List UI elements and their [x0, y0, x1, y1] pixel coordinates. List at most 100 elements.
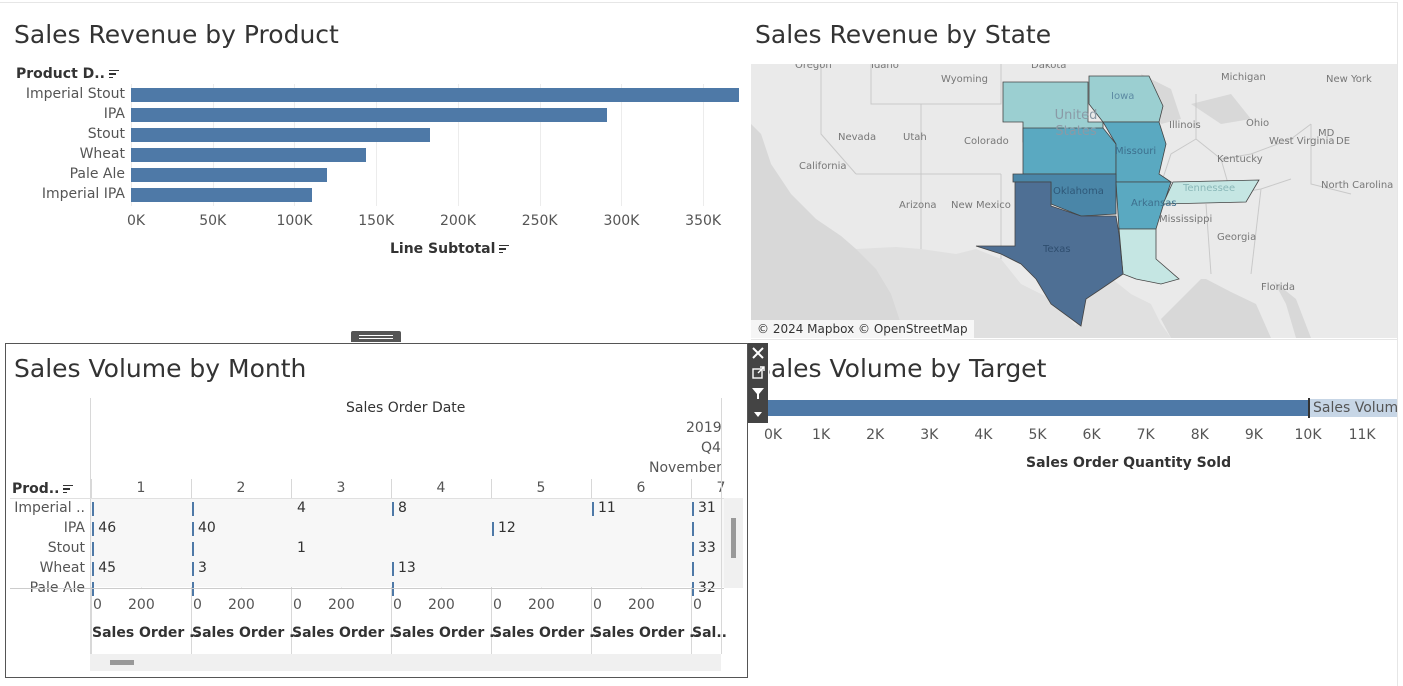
month-bar[interactable] — [92, 542, 94, 556]
month-bar[interactable] — [92, 502, 94, 516]
month-column-header: 5 — [536, 480, 546, 496]
map-label-nevada: Nevada — [838, 132, 877, 143]
bar[interactable] — [131, 168, 328, 182]
target-reference-line — [1308, 398, 1310, 418]
bar[interactable] — [131, 88, 740, 102]
right-separator — [721, 398, 722, 654]
close-icon[interactable] — [748, 343, 768, 363]
horizontal-scroll-thumb[interactable] — [110, 660, 134, 665]
product-plot-area: 0K 50K 100K 150K 200K 250K 300K 350K Imperial St… — [0, 0, 750, 240]
product-row-header[interactable]: Product D.. — [16, 66, 119, 82]
target-bar[interactable] — [767, 400, 1308, 416]
measure-label[interactable]: Sal.. — [692, 625, 727, 641]
measure-label[interactable]: Sales Order .. — [492, 625, 600, 641]
gridline — [457, 84, 459, 206]
month-bar[interactable] — [192, 582, 194, 596]
resize-handle[interactable] — [351, 331, 401, 342]
axis-tick-label: 0 — [393, 597, 402, 613]
month-bar-label: 45 — [98, 560, 117, 576]
product-row-label: IPA — [63, 520, 85, 536]
month-bar[interactable] — [692, 562, 694, 576]
horizontal-scrollbar[interactable] — [90, 654, 721, 671]
product-axis-title[interactable]: Line Subtotal — [390, 241, 510, 257]
filter-icon[interactable] — [748, 383, 768, 403]
month-row-header[interactable]: Prod.. — [12, 481, 74, 497]
month-bar-label: 13 — [398, 560, 416, 576]
month-bar[interactable] — [592, 502, 594, 516]
bar[interactable] — [131, 128, 431, 142]
month-bar[interactable] — [92, 562, 95, 576]
map-label-united-states: United States — [1054, 108, 1098, 139]
month-bar[interactable] — [692, 542, 694, 556]
measure-label[interactable]: Sales Order .. — [92, 625, 200, 641]
map-label-north-carolina: North Carolina — [1321, 180, 1394, 191]
x-tick-label: 350K — [685, 213, 722, 229]
month-bar[interactable] — [92, 582, 94, 596]
month-bar[interactable] — [392, 562, 394, 576]
month-chart-panel[interactable] — [5, 343, 748, 678]
month-bar-label: 4 — [297, 500, 306, 516]
month-column-header: 7 — [711, 480, 731, 496]
month-bar[interactable] — [192, 502, 194, 516]
month-bar[interactable] — [192, 562, 194, 576]
month-bar[interactable] — [92, 522, 95, 536]
measure-label[interactable]: Sales Order .. — [392, 625, 500, 641]
measure-label[interactable]: Sales Order .. — [592, 625, 700, 641]
x-tick-label: 8K — [1190, 427, 1209, 443]
sort-icon[interactable] — [63, 484, 74, 494]
x-tick-label: 1K — [812, 427, 831, 443]
month-plot-area: 1234567Imperial ..481131IPA464012Stout13… — [10, 398, 743, 654]
more-options-icon[interactable] — [748, 403, 768, 423]
sort-icon[interactable] — [499, 244, 510, 254]
month-column-header: 2 — [236, 480, 246, 496]
state-louisiana[interactable] — [1118, 228, 1180, 285]
month-bar-label: 8 — [398, 500, 407, 516]
axis-line — [10, 588, 724, 589]
month-column-header: 6 — [636, 480, 646, 496]
state-tennessee[interactable] — [1162, 179, 1260, 205]
product-chart-title: Sales Revenue by Product — [14, 20, 339, 49]
vertical-scroll-thumb[interactable] — [731, 518, 736, 558]
state-missouri[interactable] — [1102, 121, 1173, 183]
state-texas[interactable] — [975, 181, 1124, 327]
category-label: IPA — [103, 106, 125, 122]
month-bar-label: 3 — [198, 560, 207, 576]
month-bar[interactable] — [192, 542, 194, 556]
state-borders — [820, 64, 1352, 275]
month-bar[interactable] — [692, 522, 694, 536]
measure-label[interactable]: Sales Order .. — [292, 625, 400, 641]
bar[interactable] — [131, 108, 607, 122]
state-map[interactable]: Oregon Idaho Dakota Wyoming Michigan New York… — [751, 64, 1397, 338]
category-label: Wheat — [79, 146, 125, 162]
target-axis-title[interactable]: Sales Order Quantity Sold — [1026, 455, 1232, 471]
map-attribution[interactable]: © 2024 Mapbox © OpenStreetMap — [751, 320, 974, 338]
gridline — [212, 84, 214, 206]
header-separator — [90, 398, 91, 654]
month-bar[interactable] — [392, 582, 394, 596]
product-row-label: Imperial .. — [14, 500, 85, 516]
map-label-kentucky: Kentucky — [1217, 154, 1263, 165]
popout-icon[interactable] — [748, 363, 768, 383]
ocean-shape — [751, 124, 903, 338]
map-label-iowa: Iowa — [1111, 91, 1135, 102]
month-bar[interactable] — [692, 502, 694, 516]
vertical-scrollbar[interactable] — [724, 498, 743, 588]
measure-label[interactable]: Sales Order .. — [192, 625, 300, 641]
category-label: Pale Ale — [69, 166, 125, 182]
product-axis-title-label: Line Subtotal — [390, 241, 496, 257]
map-label-md: MD — [1318, 128, 1335, 139]
state-arkansas[interactable] — [1115, 181, 1172, 230]
target-bar-label: Sales Volum — [1310, 399, 1397, 417]
month-bar[interactable] — [692, 582, 694, 596]
axis-tick-label: 200 — [228, 597, 255, 613]
map-label-oregon: Oregon — [795, 64, 832, 71]
sort-icon[interactable] — [108, 69, 119, 79]
month-bar[interactable] — [492, 522, 494, 536]
axis-tick-label: 200 — [628, 597, 655, 613]
month-bar[interactable] — [192, 522, 194, 536]
month-bar[interactable] — [392, 502, 394, 516]
bar[interactable] — [131, 188, 313, 202]
month-bar-label: 33 — [698, 540, 716, 556]
map-label-ohio: Ohio — [1246, 118, 1270, 129]
bar[interactable] — [131, 148, 367, 162]
